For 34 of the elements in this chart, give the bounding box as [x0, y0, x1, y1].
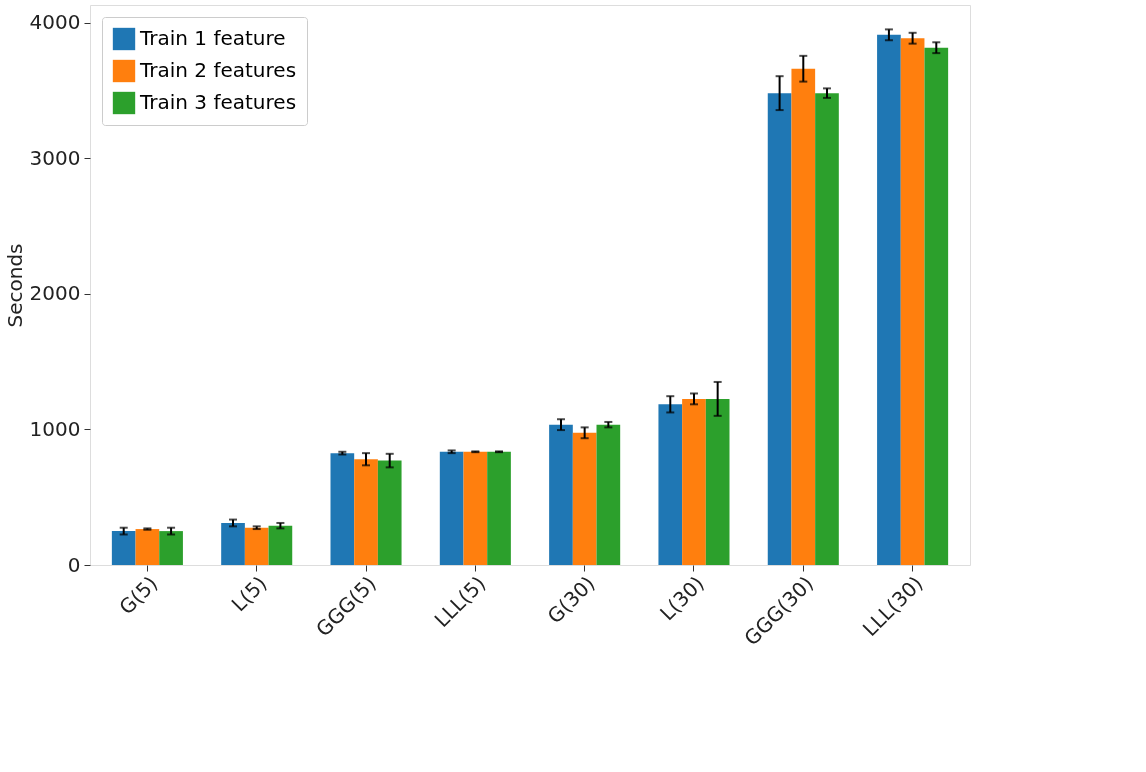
bar	[682, 398, 706, 565]
bar	[439, 451, 464, 565]
y-tick-label: 0	[67, 552, 81, 577]
bar	[791, 68, 816, 565]
bar	[549, 424, 573, 565]
legend-label: Train 3 features	[139, 90, 297, 114]
bar	[354, 459, 378, 565]
bar	[658, 404, 683, 565]
y-tick-label: 3000	[29, 145, 81, 170]
bar	[221, 522, 245, 565]
bar	[463, 451, 488, 565]
legend-label: Train 1 feature	[139, 26, 286, 50]
y-tick-label: 4000	[29, 10, 81, 35]
bar	[268, 525, 293, 565]
bar	[572, 432, 597, 565]
bar	[705, 398, 730, 565]
bar	[111, 531, 136, 565]
bar	[900, 38, 925, 565]
bar	[596, 424, 621, 565]
bar	[135, 529, 160, 565]
legend-label: Train 2 features	[139, 58, 297, 82]
bar	[244, 527, 269, 565]
bar	[815, 93, 839, 565]
x-tick-label: L(5)	[226, 571, 272, 617]
bar	[924, 47, 949, 565]
bar	[159, 531, 183, 565]
bar	[377, 460, 402, 565]
bar	[877, 34, 901, 565]
bar	[330, 453, 355, 565]
bar	[767, 93, 792, 565]
y-tick-label: 1000	[29, 416, 81, 441]
y-axis-title: Seconds	[2, 243, 27, 328]
bar	[487, 451, 511, 565]
y-tick-label: 2000	[29, 281, 81, 306]
